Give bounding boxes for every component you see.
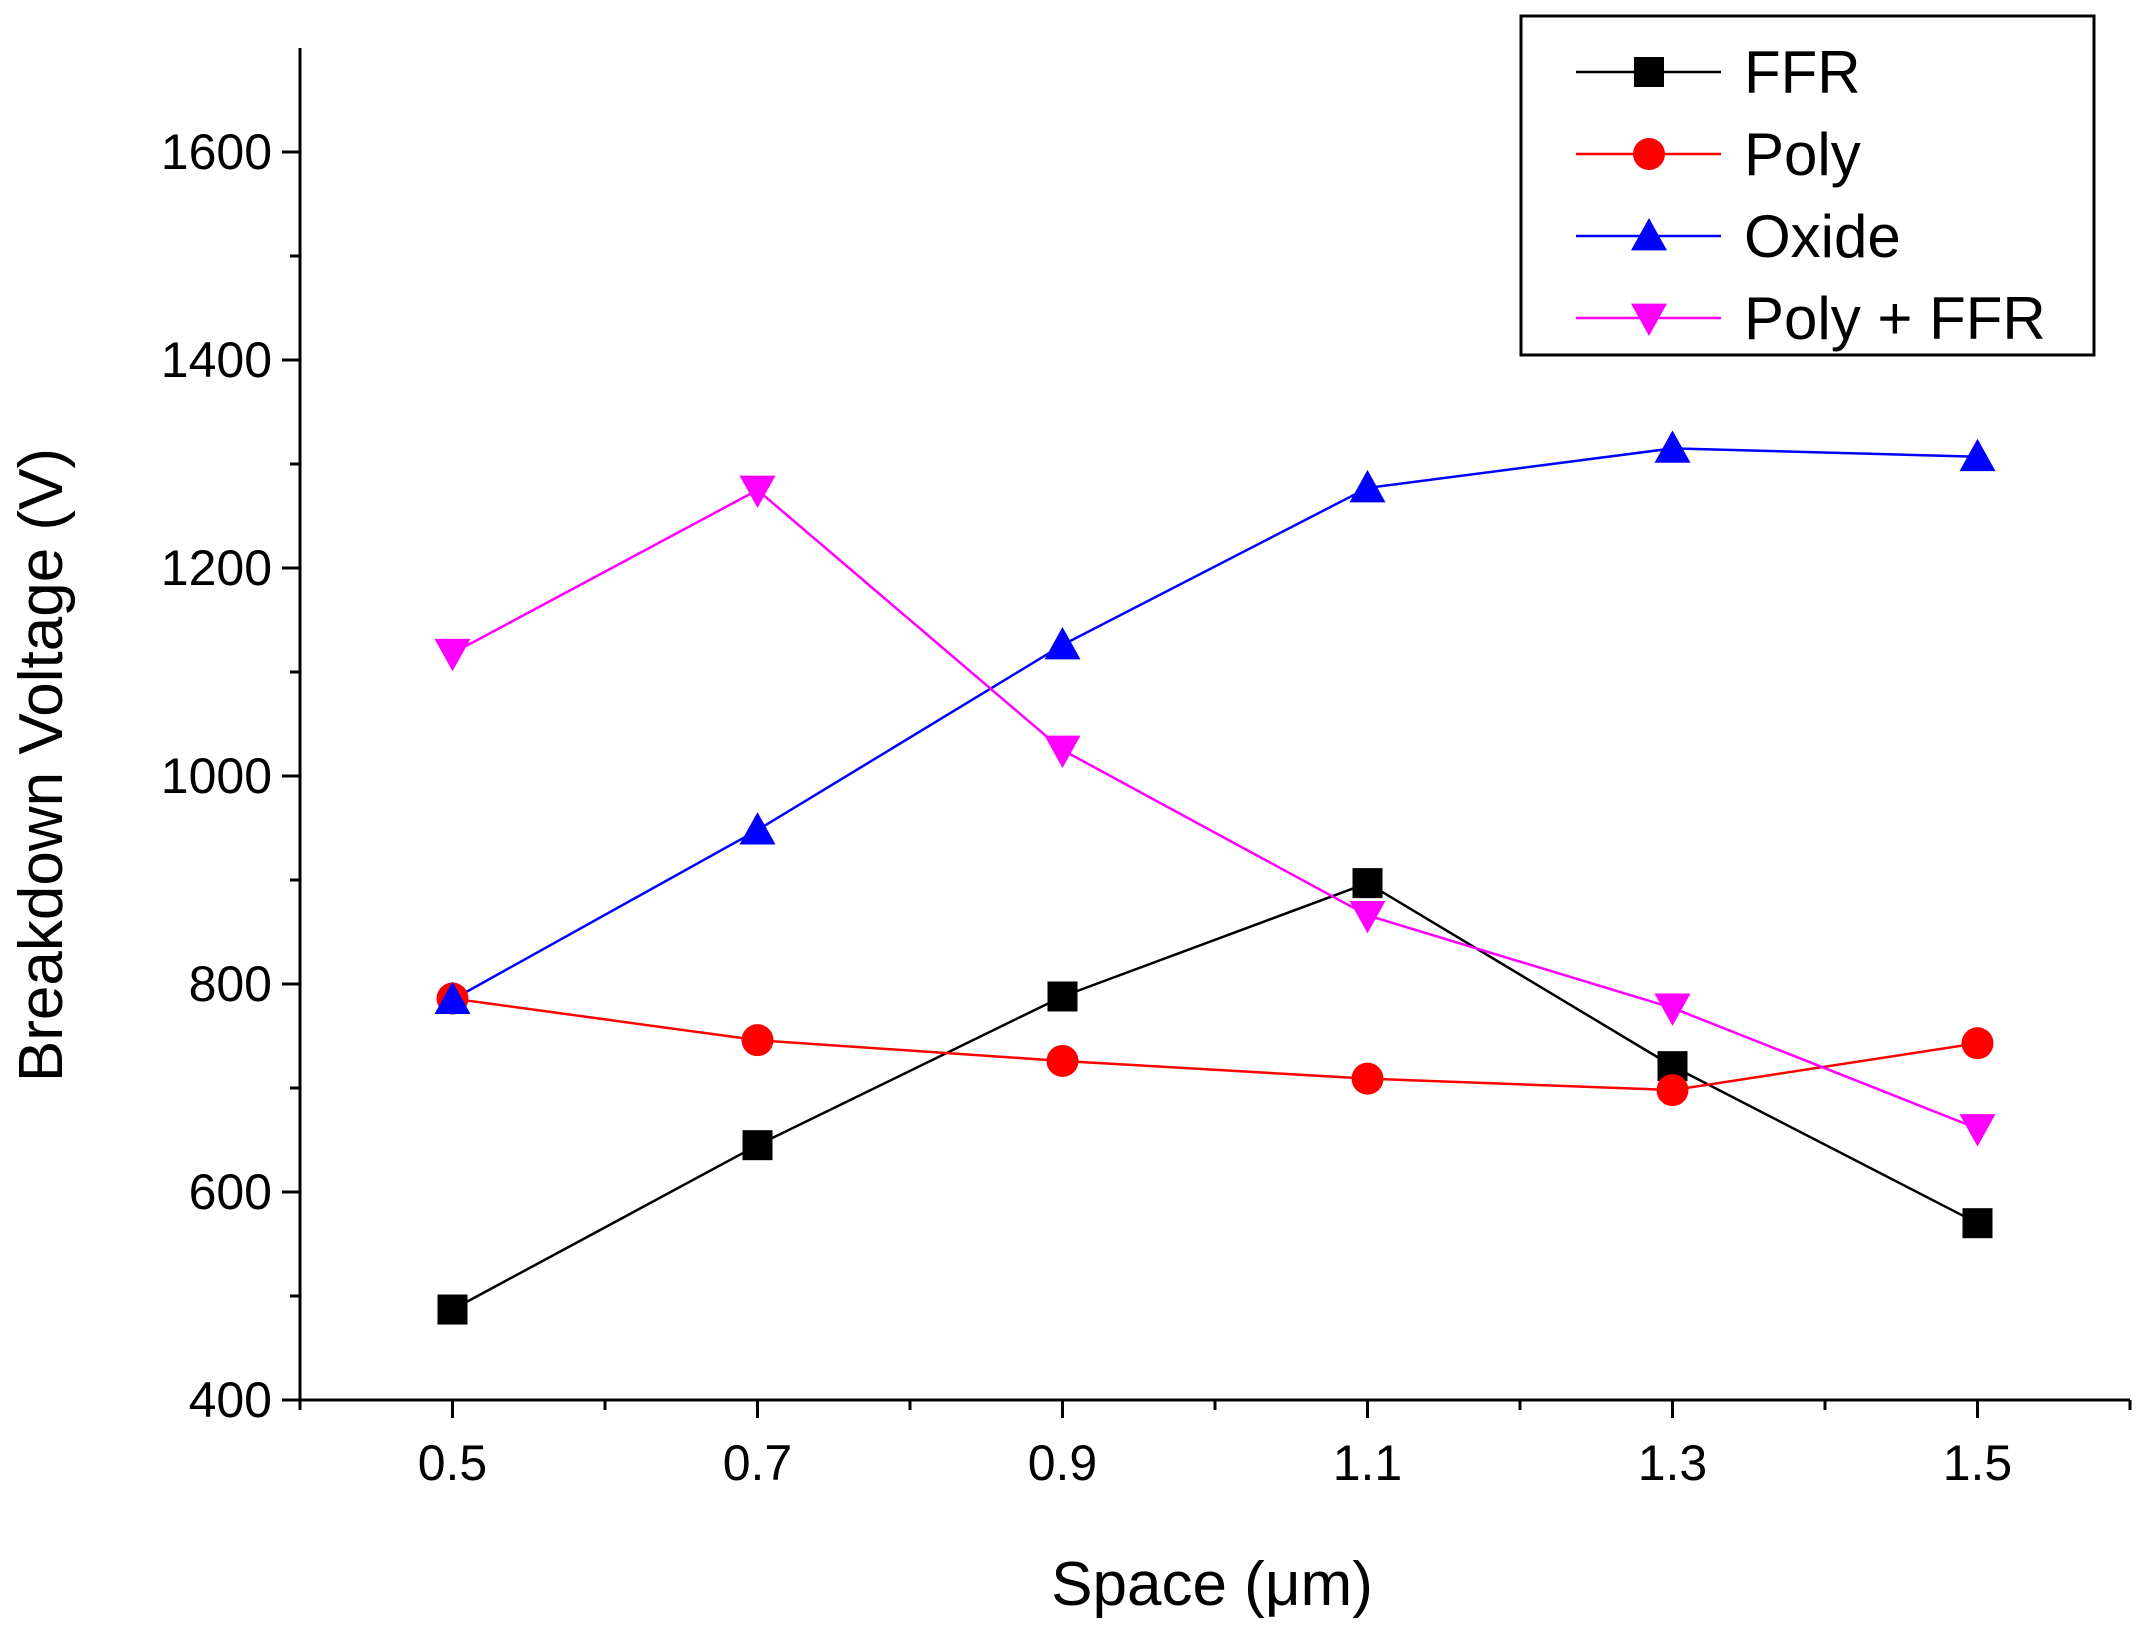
- data-point-poly-ffr: [1349, 900, 1386, 934]
- data-point-oxide: [1654, 430, 1691, 463]
- legend-marker-ffr: [1634, 57, 1664, 87]
- data-point-ffr: [1352, 868, 1383, 899]
- x-tick-label: 0.7: [723, 1435, 793, 1491]
- legend-label-oxide: Oxide: [1744, 203, 1901, 270]
- y-tick-label: 1400: [161, 332, 272, 388]
- data-point-poly-ffr: [1654, 993, 1691, 1026]
- y-tick-label: 800: [189, 956, 272, 1012]
- x-tick-label: 1.3: [1638, 1435, 1708, 1491]
- data-point-ffr: [1962, 1208, 1993, 1239]
- data-point-poly-ffr: [1959, 1114, 1996, 1147]
- data-point-poly-ffr: [434, 638, 471, 672]
- series-line-poly: [452, 997, 1978, 1092]
- series-markers: [434, 430, 1996, 1325]
- legend-marker-oxide: [1631, 218, 1667, 251]
- data-point-poly: [741, 1024, 774, 1057]
- y-tick-label: 1600: [161, 124, 272, 180]
- data-point-ffr: [742, 1130, 773, 1161]
- series-line-poly-ffr: [451, 488, 1978, 1130]
- legend-marker-poly: [1633, 138, 1665, 170]
- y-tick-label: 1000: [161, 748, 272, 804]
- series-line-oxide: [451, 447, 1978, 1001]
- data-point-poly: [1351, 1062, 1384, 1095]
- x-tick-label: 1.5: [1943, 1435, 2013, 1491]
- data-point-oxide: [739, 812, 776, 845]
- series-lines: [451, 447, 1979, 1311]
- data-point-poly: [1046, 1044, 1079, 1077]
- y-axis-title: Breakdown Voltage (V): [7, 448, 76, 1082]
- legend-marker-poly-ffr: [1631, 303, 1667, 336]
- y-tick-label: 1200: [161, 540, 272, 596]
- data-point-oxide: [1959, 438, 1996, 472]
- legend: FFR Poly Oxide Poly + FFR: [1519, 14, 2096, 357]
- y-tick-label: 600: [189, 1164, 272, 1220]
- data-point-poly-ffr: [1044, 735, 1081, 768]
- y-tick-label: 400: [189, 1372, 272, 1428]
- data-point-oxide: [1044, 626, 1081, 660]
- data-point-oxide: [1349, 469, 1386, 503]
- data-point-ffr: [1047, 981, 1078, 1012]
- series-line-ffr: [451, 881, 1979, 1311]
- x-tick-label: 0.9: [1028, 1435, 1098, 1491]
- data-point-poly: [1961, 1027, 1994, 1060]
- x-tick-label: 1.1: [1333, 1435, 1403, 1491]
- axes: 400 600 800 1000 1200 1400 1600 0.5 0.7 0.9 1.1 1.3…: [161, 48, 2132, 1491]
- x-axis-title: Space (μm): [1051, 1550, 1373, 1619]
- x-tick-label: 0.5: [418, 1435, 488, 1491]
- legend-label-poly-ffr: Poly + FFR: [1744, 285, 2046, 352]
- legend-label-ffr: FFR: [1744, 39, 1861, 106]
- data-point-poly: [1656, 1074, 1689, 1107]
- legend-label-poly: Poly: [1744, 121, 1861, 188]
- data-point-poly-ffr: [739, 475, 776, 508]
- data-point-oxide: [434, 981, 471, 1014]
- data-point-ffr: [437, 1294, 468, 1325]
